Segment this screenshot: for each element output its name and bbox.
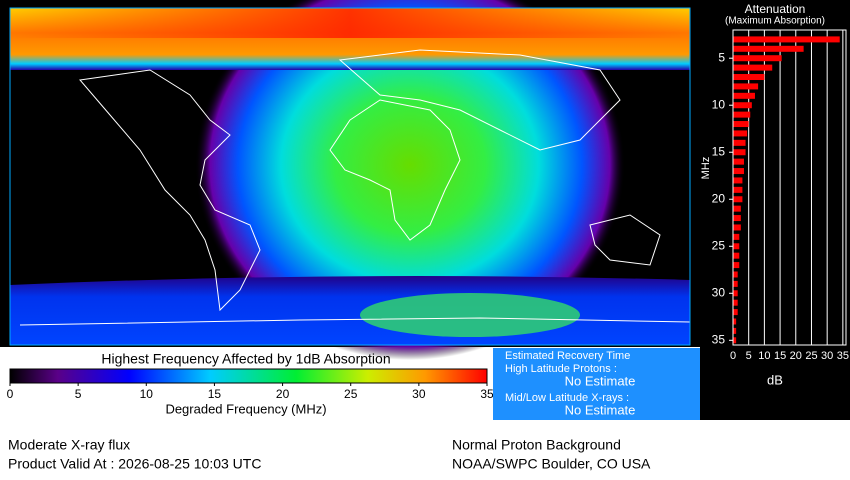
info-label: Mid/Low Latitude X-rays : xyxy=(505,392,629,404)
x-tick-label: 15 xyxy=(774,350,786,362)
chart-background xyxy=(700,0,850,420)
bar xyxy=(733,130,748,137)
bar xyxy=(733,64,773,71)
bar xyxy=(733,233,740,240)
y-tick-label: 10 xyxy=(712,97,726,111)
south-dayside xyxy=(360,293,580,337)
footer-text: Product Valid At : 2026-08-25 10:03 UTC xyxy=(8,456,261,472)
bar xyxy=(733,102,752,109)
polar-cap-north-core xyxy=(10,8,690,38)
dayside-absorption xyxy=(195,0,625,360)
bar xyxy=(733,205,741,212)
footer-text: Normal Proton Background xyxy=(452,437,621,453)
coastlines xyxy=(19,49,691,326)
info-label: High Latitude Protons : xyxy=(505,363,617,375)
bar xyxy=(733,196,743,203)
bar xyxy=(733,224,741,231)
colorbar xyxy=(9,368,488,384)
x-tick-label: 5 xyxy=(746,350,752,362)
colorbar-label: Degraded Frequency (MHz) xyxy=(165,401,326,416)
bar xyxy=(733,139,746,146)
footer-text: NOAA/SWPC Boulder, CO USA xyxy=(452,456,651,472)
absorption-map xyxy=(9,0,691,360)
x-axis-label: dB xyxy=(767,372,783,387)
bar xyxy=(733,111,751,118)
bar xyxy=(733,121,749,128)
colorbar-tick-label: 10 xyxy=(140,387,154,401)
colorbar-title: Highest Frequency Affected by 1dB Absorp… xyxy=(101,351,390,367)
chart-title: Attenuation xyxy=(745,2,806,16)
bar xyxy=(733,186,743,193)
colorbar-tick-label: 0 xyxy=(7,387,14,401)
bar xyxy=(733,215,741,222)
plot-frame xyxy=(732,29,847,346)
y-tick-label: 25 xyxy=(712,238,726,252)
bar xyxy=(733,158,744,165)
bar xyxy=(733,168,744,175)
x-tick-label: 25 xyxy=(805,350,817,362)
bar xyxy=(733,74,765,81)
chart-subtitle: (Maximum Absorption) xyxy=(725,16,825,27)
info-value: No Estimate xyxy=(565,402,636,417)
y-tick-label: 20 xyxy=(712,191,726,205)
colorbar-tick-label: 15 xyxy=(208,387,222,401)
y-tick-label: 30 xyxy=(712,285,726,299)
bar xyxy=(733,318,737,325)
colorbar-tick-label: 20 xyxy=(276,387,290,401)
y-tick-label: 35 xyxy=(712,332,726,346)
bar xyxy=(733,252,740,259)
y-tick-label: 15 xyxy=(712,144,726,158)
bar xyxy=(733,55,782,62)
info-value: No Estimate xyxy=(565,373,636,388)
x-tick-label: 20 xyxy=(790,350,802,362)
y-tick-label: 5 xyxy=(718,50,725,64)
x-tick-label: 10 xyxy=(758,350,770,362)
bar xyxy=(733,309,738,316)
bar xyxy=(733,149,746,156)
bar xyxy=(733,45,804,52)
colorbar-tick-label: 35 xyxy=(480,387,494,401)
bar xyxy=(733,299,738,306)
colorbar-tick-label: 30 xyxy=(412,387,426,401)
bar xyxy=(733,271,738,278)
y-axis-label: MHz xyxy=(700,157,712,180)
polar-cap-south xyxy=(10,276,690,345)
colorbar-tick-label: 5 xyxy=(75,387,82,401)
bar xyxy=(733,280,738,287)
x-tick-label: 0 xyxy=(730,350,736,362)
info-title: Estimated Recovery Time xyxy=(505,350,630,362)
colorbar-ticks: 0 5 10 15 20 25 30 35 xyxy=(7,383,494,401)
info-box xyxy=(493,348,700,420)
bar xyxy=(733,36,840,43)
map-frame xyxy=(9,7,691,346)
bar xyxy=(733,83,759,90)
bar xyxy=(733,92,755,99)
bar xyxy=(733,337,737,344)
x-tick-label: 30 xyxy=(821,350,833,362)
footer-text: Moderate X-ray flux xyxy=(8,437,130,453)
bar xyxy=(733,243,740,250)
bar xyxy=(733,290,738,297)
bar xyxy=(733,177,743,184)
bar xyxy=(733,262,740,269)
colorbar-tick-label: 25 xyxy=(344,387,358,401)
bar xyxy=(733,327,737,334)
x-tick-label: 35 xyxy=(837,350,849,362)
